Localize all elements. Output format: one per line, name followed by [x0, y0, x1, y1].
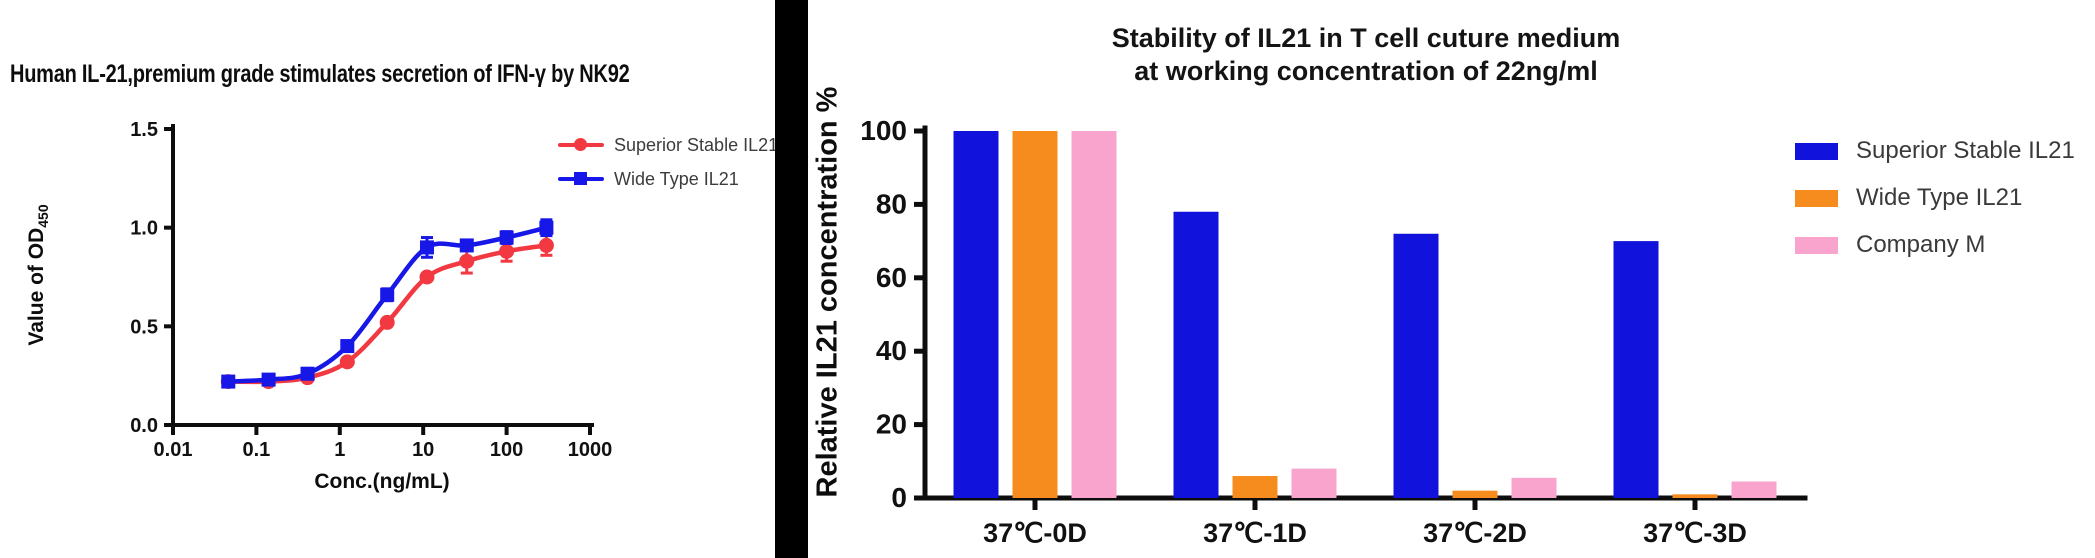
- data-point-circle: [379, 314, 395, 330]
- bar-superior-stable-il21: [1173, 211, 1219, 499]
- legend-swatch: [1795, 142, 1838, 160]
- bar-wide-type-il21: [1452, 490, 1498, 498]
- x-tick-label: 0.1: [242, 439, 270, 461]
- bar-company-m: [1731, 481, 1777, 498]
- legend-label: Superior Stable IL21: [1856, 137, 2075, 164]
- line-chart-x-axis-label: Conc.(ng/mL): [314, 470, 450, 493]
- bar-superior-stable-il21: [1613, 241, 1659, 498]
- data-point-square: [340, 339, 355, 354]
- data-point-square: [221, 374, 236, 389]
- data-point-circle: [538, 237, 554, 253]
- y-tick-label: 80: [876, 188, 907, 219]
- data-point-square: [459, 238, 474, 253]
- bar-company-m: [1071, 131, 1117, 498]
- y-tick-label: 40: [876, 335, 907, 366]
- y-tick-label: 1.5: [130, 119, 158, 141]
- bar-chart-title-line1: Stability of IL21 in T cell cuture mediu…: [1111, 23, 1621, 53]
- x-category-label: 37℃-0D: [983, 518, 1087, 548]
- legend-label: Wide Type IL21: [1856, 184, 2023, 211]
- bar-company-m: [1511, 477, 1557, 498]
- bar-chart-title-line2: at working concentration of 22ng/ml: [1134, 56, 1598, 86]
- y-axis-label-text: Value of OD: [24, 227, 48, 346]
- line-chart-legend: Superior Stable IL21 Wide Type IL21: [558, 132, 778, 200]
- y-tick-label: 100: [860, 115, 907, 146]
- x-category-label: 37℃-3D: [1643, 518, 1747, 548]
- legend-line-circle-marker: [558, 137, 604, 153]
- legend-item-superior-stable-il21: Superior Stable IL21: [1795, 137, 2075, 164]
- bar-wide-type-il21: [1232, 475, 1278, 498]
- x-tick-label: 0.01: [154, 439, 193, 461]
- line-chart-title: Human IL-21,premium grade stimulates sec…: [10, 60, 630, 88]
- panel-divider: [775, 0, 808, 558]
- data-point-square: [539, 220, 554, 235]
- data-point-circle: [459, 253, 475, 269]
- x-tick-label: 10: [412, 439, 434, 461]
- x-category-label: 37℃-2D: [1423, 518, 1527, 548]
- legend-item-superior-stable-il21: Superior Stable IL21: [558, 132, 778, 158]
- bar-company-m: [1291, 468, 1337, 498]
- bar-chart-plot-area: 0 20 40 60 80 100 37℃-0D 37℃-1D 37℃-2D 37℃-3D: [860, 115, 1808, 548]
- data-point-square: [380, 287, 395, 302]
- legend-item-wide-type-il21: Wide Type IL21: [1795, 184, 2075, 211]
- legend-item-company-m: Company M: [1795, 231, 2075, 258]
- y-tick-label: 0.5: [130, 316, 158, 338]
- data-point-circle: [499, 243, 515, 259]
- line-chart-plot-area: 0.0 0.5 1.0 1.5 0.01 0.1 1 10 100 1000: [130, 119, 612, 461]
- bar-chart-title: Stability of IL21 in T cell cuture mediu…: [966, 22, 1766, 88]
- legend-swatch: [1795, 189, 1838, 207]
- y-tick-label: 60: [876, 262, 907, 293]
- x-category-label: 37℃-1D: [1203, 518, 1307, 548]
- legend-label: Wide Type IL21: [614, 168, 739, 189]
- y-tick-label: 0.0: [130, 415, 158, 437]
- bar-chart-y-axis-label: Relative IL21 concentration %: [811, 86, 844, 498]
- bar-wide-type-il21: [1012, 131, 1058, 498]
- data-point-circle: [419, 269, 435, 285]
- bar-chart-legend: Superior Stable IL21 Wide Type IL21 Comp…: [1795, 137, 2075, 281]
- x-tick-label: 1000: [568, 439, 613, 461]
- data-point-circle: [339, 354, 355, 370]
- legend-line-square-marker: [558, 171, 604, 187]
- x-tick-label: 1: [334, 439, 345, 461]
- bar-superior-stable-il21: [1393, 233, 1439, 498]
- legend-item-wide-type-il21: Wide Type IL21: [558, 166, 778, 192]
- legend-label: Superior Stable IL21: [614, 134, 779, 155]
- data-point-square: [499, 230, 514, 245]
- data-point-square: [300, 366, 315, 381]
- y-tick-label: 0: [891, 482, 907, 513]
- legend-label: Company M: [1856, 231, 1986, 258]
- bar-wide-type-il21: [1672, 494, 1718, 498]
- y-tick-label: 20: [876, 409, 907, 440]
- data-point-square: [261, 372, 276, 387]
- line-chart-y-axis-label: Value of OD450: [25, 165, 51, 385]
- data-point-square: [419, 240, 434, 255]
- series-curve: [228, 243, 547, 385]
- x-tick-label: 100: [490, 439, 523, 461]
- y-tick-label: 1.0: [130, 218, 158, 240]
- y-axis-label-subscript: 450: [35, 204, 52, 228]
- bar-superior-stable-il21: [953, 131, 999, 498]
- legend-swatch: [1795, 236, 1838, 254]
